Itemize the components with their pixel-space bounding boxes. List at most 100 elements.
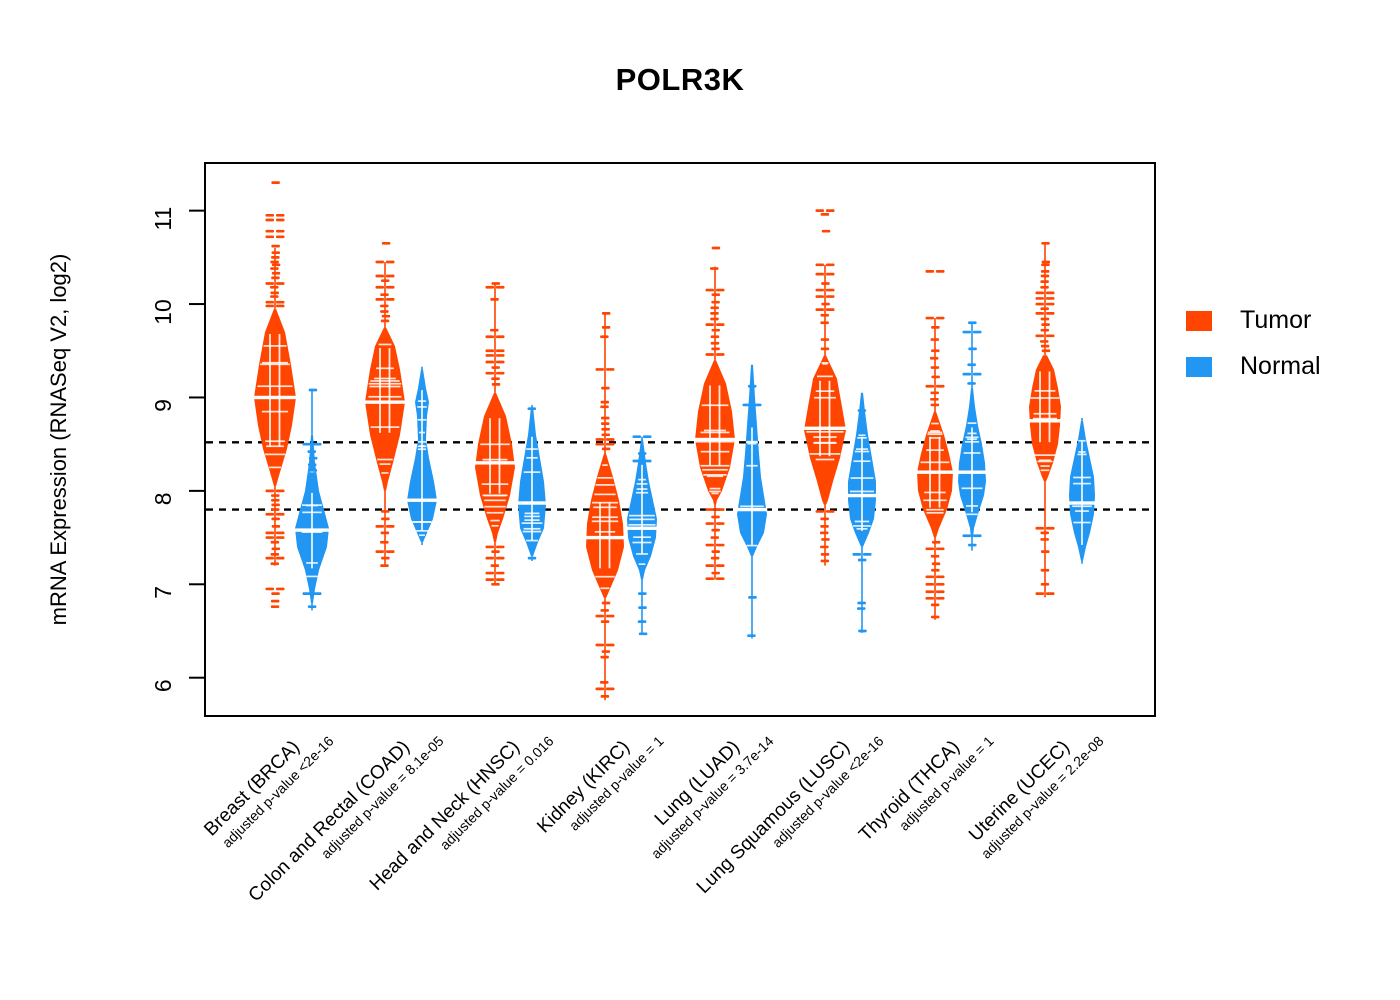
violin-head-and-neck-hnsc-tumor-outlier-12b [496, 545, 505, 549]
violin-kidney-kirc-tumor-outlier-6 [600, 405, 609, 409]
violin-colon-and-rectal-coad-tumor-streak-3 [378, 343, 392, 346]
violin-colon-and-rectal-coad-tumor-streak-8 [381, 472, 389, 474]
violin-uterine-ucec-tumor-outlier-11a [1035, 312, 1044, 315]
violin-kidney-kirc-normal-outlier-1 [637, 452, 647, 455]
violin-thyroid-thca-normal-outlier-4a [962, 372, 971, 376]
violin-kidney-kirc-tumor-streak-5 [595, 575, 615, 578]
violin-breast-brca-tumor-outlier-2a [265, 218, 274, 222]
violin-breast-brca-tumor-outlier-36 [270, 599, 280, 603]
violin-lung-luad-tumor-outlier-19b [716, 543, 725, 547]
violin-breast-brca-tumor-outlier-15 [270, 291, 279, 295]
violin-kidney-kirc-normal-streak-0 [635, 491, 649, 494]
violin-breast-brca-tumor-outlier-4a [265, 235, 274, 239]
violin-breast-brca-tumor-outlier-28b [276, 536, 285, 539]
violin-lung-squamous-lusc-tumor-streak-0 [814, 396, 836, 399]
violin-thyroid-thca-tumor-outlier-20a [925, 596, 934, 600]
violin-colon-and-rectal-coad-normal-streak-6 [417, 445, 427, 448]
violin-colon-and-rectal-coad-tumor-streak-4 [368, 395, 402, 398]
violin-lung-squamous-lusc-tumor-outlier-6a [815, 288, 824, 292]
legend-item-normal: Normal [1186, 352, 1321, 381]
violin-breast-brca-tumor-outlier-37 [270, 605, 280, 609]
violin-colon-and-rectal-coad-tumor-streak-5 [370, 380, 400, 382]
violin-kidney-kirc-tumor-outlier-9 [601, 427, 610, 431]
violin-breast-brca-tumor-outlier-24a [265, 512, 274, 516]
violin-thyroid-thca-normal-streak-2 [967, 432, 977, 435]
legend-label-tumor: Tumor [1240, 306, 1312, 334]
violin-thyroid-thca-tumor-outlier-2 [931, 326, 940, 329]
violin-breast-brca-tumor-outlier-34b [276, 587, 285, 591]
violin-breast-brca-tumor-outlier-18a [265, 304, 274, 308]
chart-legend: Tumor Normal [1186, 306, 1321, 381]
violin-uterine-ucec-normal-streak-8 [1073, 476, 1091, 479]
violin-uterine-ucec-tumor-outlier-4 [1040, 274, 1050, 278]
violin-lung-squamous-lusc-tumor-streak-1 [817, 375, 833, 378]
violin-thyroid-thca-tumor-outlier-6 [930, 366, 940, 369]
violin-head-and-neck-hnsc-tumor-outlier-14a [485, 556, 494, 560]
violin-lung-squamous-lusc-normal-slit-0 [861, 436, 863, 531]
violin-breast-brca-tumor-outlier-20 [271, 494, 280, 497]
violin-head-and-neck-hnsc-normal-streak-10 [524, 512, 540, 515]
violin-thyroid-thca-tumor-outlier-10 [930, 397, 939, 401]
violin-uterine-ucec-normal-streak-5 [1073, 482, 1091, 485]
violin-thyroid-thca-normal-streak-3 [963, 452, 981, 454]
violin-colon-and-rectal-coad-tumor-slit-0 [379, 348, 381, 433]
violin-head-and-neck-hnsc-normal-streak-8 [523, 527, 541, 530]
violin-colon-and-rectal-coad-tumor-outlier-3 [380, 279, 390, 283]
violin-head-and-neck-hnsc-tumor-outlier-18 [491, 582, 500, 586]
violin-kidney-kirc-normal-streak-1 [638, 563, 646, 565]
violin-lung-squamous-lusc-normal-streak-9 [850, 477, 874, 479]
violin-thyroid-thca-normal-median-gap [957, 470, 987, 474]
violin-thyroid-thca-tumor-outlier-15 [931, 562, 941, 566]
violin-uterine-ucec-tumor-outlier-8b [1046, 297, 1055, 300]
violin-lung-squamous-lusc-normal-outlier-4 [856, 607, 866, 610]
violin-uterine-ucec-tumor-outlier-12 [1040, 317, 1050, 321]
violin-breast-brca-tumor-streak-3 [261, 410, 289, 413]
violin-colon-and-rectal-coad-tumor-streak-10 [370, 426, 400, 428]
violin-head-and-neck-hnsc-normal-streak-6 [526, 456, 538, 459]
violin-head-and-neck-hnsc-normal-streak-4 [521, 522, 543, 524]
violin-kidney-kirc-normal-streak-6 [638, 478, 646, 481]
violin-breast-brca-tumor-outlier-28a [265, 536, 274, 539]
violin-head-and-neck-hnsc-tumor-streak-1 [480, 443, 510, 446]
violin-lung-luad-tumor-outlier-13a [705, 353, 714, 356]
violin-uterine-ucec-tumor-outlier-14 [1040, 328, 1050, 332]
violin-lung-squamous-lusc-tumor-outlier-11 [820, 321, 829, 325]
violin-kidney-kirc-tumor-outlier-22b [606, 687, 615, 691]
violin-lung-squamous-lusc-normal-streak-5 [858, 434, 866, 437]
violin-breast-brca-tumor-outlier-18b [276, 304, 285, 308]
violin-kidney-kirc-tumor-outlier-1 [601, 326, 611, 329]
violin-kidney-kirc-tumor-outlier-23 [600, 695, 610, 698]
violin-breast-brca-tumor-outlier-6 [271, 251, 280, 255]
violin-lung-squamous-lusc-tumor-outlier-17 [819, 531, 829, 535]
violin-lung-luad-tumor-outlier-0 [711, 246, 721, 250]
violin-lung-luad-normal-streak-11 [747, 442, 757, 445]
violin-thyroid-thca-tumor-streak-9 [926, 449, 944, 451]
violin-breast-brca-tumor-streak-9 [266, 445, 284, 448]
x-label-uterine-ucec-pvalue: adjusted p-value = 2.2e-08 [978, 733, 1107, 862]
violin-uterine-ucec-tumor-outlier-5 [1040, 280, 1049, 283]
violin-uterine-ucec-tumor-streak-0 [1033, 412, 1057, 415]
violin-head-and-neck-hnsc-normal-streak-2 [524, 515, 540, 518]
violin-lung-luad-tumor-outlier-14a [705, 508, 714, 511]
violin-kidney-kirc-normal-streak-5 [633, 536, 651, 539]
violin-lung-squamous-lusc-tumor-outlier-8 [821, 302, 830, 306]
violin-lung-luad-tumor-outlier-2b [716, 288, 725, 292]
violin-kidney-kirc-tumor-streak-2 [602, 464, 608, 466]
violin-colon-and-rectal-coad-tumor-outlier-16a [375, 550, 384, 553]
violin-lung-squamous-lusc-normal-outlier-0 [857, 409, 867, 412]
violin-colon-and-rectal-coad-tumor-outlier-4b [386, 285, 395, 289]
violin-uterine-ucec-normal-streak-2 [1078, 451, 1086, 453]
violin-head-and-neck-hnsc-normal-median-gap [517, 501, 547, 505]
violin-colon-and-rectal-coad-tumor-outlier-13a [375, 525, 384, 528]
violin-kidney-kirc-tumor-outlier-12b [606, 442, 615, 446]
violin-kidney-kirc-tumor-outlier-16a [595, 614, 604, 618]
violin-lung-squamous-lusc-tumor-outlier-20 [820, 553, 830, 556]
violin-breast-brca-normal-streak-1 [306, 562, 318, 564]
violin-lung-luad-tumor-outlier-17 [711, 528, 720, 532]
violin-breast-brca-tumor-outlier-22 [271, 503, 280, 507]
violin-lung-squamous-lusc-normal-streak-2 [854, 450, 870, 453]
violin-breast-brca-tumor-outlier-13a [265, 282, 274, 285]
violin-lung-luad-tumor-outlier-6 [710, 312, 719, 315]
violin-kidney-kirc-normal-outlier-2b [643, 459, 652, 463]
